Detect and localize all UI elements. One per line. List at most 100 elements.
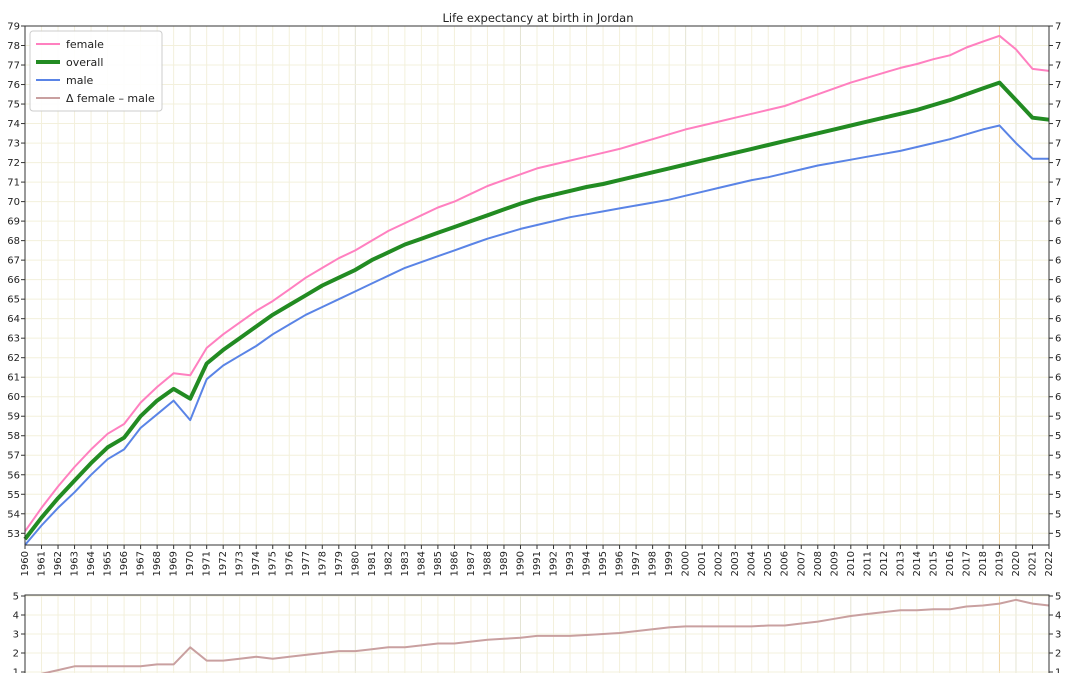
y-tick-label: 79 (7, 22, 20, 33)
y-tick-label-right: 3 (1055, 630, 1061, 641)
y-tick-label-right: 7 (1055, 100, 1061, 111)
x-tick-label: 2005 (763, 551, 774, 576)
y-tick-label-right: 7 (1055, 197, 1061, 208)
x-tick-label: 2016 (945, 551, 956, 576)
chart-title: Life expectancy at birth in Jordan (442, 11, 633, 25)
y-tick-label: 1 (13, 668, 19, 674)
x-tick-label: 1990 (515, 551, 526, 576)
y-tick-label-right: 6 (1055, 256, 1061, 267)
x-tick-label: 2014 (912, 551, 923, 576)
series-line-male (24, 124, 1049, 546)
x-tick-label: 1994 (582, 551, 593, 576)
y-tick-label: 64 (7, 314, 20, 325)
x-tick-label: 2010 (846, 551, 857, 576)
y-tick-label: 5 (13, 592, 19, 603)
y-tick-label-right: 5 (1055, 490, 1061, 501)
y-tick-label: 78 (7, 41, 20, 52)
y-tick-label: 60 (7, 392, 20, 403)
main-axes-frame (24, 25, 1050, 546)
y-tick-label: 3 (13, 630, 19, 641)
x-tick-label: 1975 (268, 551, 279, 576)
y-tick-label: 69 (7, 217, 20, 228)
x-tick-label: 1993 (565, 551, 576, 576)
y-tick-label-right: 7 (1055, 178, 1061, 189)
x-tick-label: 2002 (714, 551, 725, 576)
y-tick-label-right: 6 (1055, 392, 1061, 403)
x-tick-label: 1979 (334, 551, 345, 576)
x-tick-label: 1985 (433, 551, 444, 576)
y-tick-label: 72 (7, 158, 20, 169)
x-tick-label: 1963 (70, 551, 81, 576)
legend-label: female (66, 38, 104, 51)
x-tick-label: 1967 (136, 551, 147, 576)
x-tick-label: 2003 (730, 551, 741, 576)
x-tick-label: 2011 (862, 551, 873, 576)
x-tick-label: 1981 (367, 551, 378, 576)
x-tick-label: 1984 (416, 551, 427, 576)
x-tick-label: 1966 (119, 551, 130, 576)
x-tick-label: 1988 (482, 551, 493, 576)
x-tick-label: 1968 (152, 551, 163, 576)
y-tick-label-right: 6 (1055, 373, 1061, 384)
x-tick-label: 1999 (664, 551, 675, 576)
y-tick-label: 74 (7, 119, 20, 130)
y-tick-label-right: 7 (1055, 139, 1061, 150)
y-tick-label: 76 (7, 80, 20, 91)
x-tick-label: 2022 (1044, 551, 1055, 576)
y-tick-label: 2 (13, 649, 19, 660)
x-tick-label: 2012 (879, 551, 890, 576)
y-tick-label-right: 6 (1055, 275, 1061, 286)
legend-box (29, 30, 163, 112)
x-tick-label: 2017 (961, 551, 972, 576)
x-tick-label: 2021 (1027, 551, 1038, 576)
x-tick-label: 1978 (317, 551, 328, 576)
x-tick-label: 1969 (169, 551, 180, 576)
x-tick-label: 1986 (449, 551, 460, 576)
legend: female overall male Δ female – male (29, 30, 163, 112)
y-tick-label: 75 (7, 100, 20, 111)
y-tick-label-right: 7 (1055, 119, 1061, 130)
x-tick-label: 1995 (598, 551, 609, 576)
x-tick-label: 1976 (284, 551, 295, 576)
x-tick-label: 2004 (747, 551, 758, 576)
x-tick-label: 2015 (928, 551, 939, 576)
y-tick-label: 71 (7, 178, 20, 189)
x-tick-label: 1983 (400, 551, 411, 576)
y-tick-label-right: 5 (1055, 412, 1061, 423)
y-tick-label-right: 7 (1055, 80, 1061, 91)
legend-label: Δ female – male (66, 92, 155, 105)
x-tick-label: 1960 (20, 551, 31, 576)
y-tick-label: 55 (7, 490, 20, 501)
x-tick-label: 2006 (780, 551, 791, 576)
y-tick-label: 62 (7, 353, 20, 364)
y-tick-label: 73 (7, 139, 20, 150)
y-tick-label-right: 1 (1055, 668, 1061, 674)
x-tick-label: 1998 (648, 551, 659, 576)
y-tick-label: 57 (7, 451, 20, 462)
x-tick-label: 1972 (218, 551, 229, 576)
x-tick-label: 2000 (681, 551, 692, 576)
y-tick-label: 4 (13, 611, 19, 622)
y-tick-label: 67 (7, 256, 20, 267)
legend-label: overall (66, 56, 103, 69)
y-tick-label-right: 6 (1055, 353, 1061, 364)
sub-plot-lines (24, 598, 1050, 677)
x-tick-label: 1965 (103, 551, 114, 576)
y-tick-label: 65 (7, 295, 20, 306)
x-tick-label: 1974 (251, 551, 262, 576)
y-tick-label-right: 7 (1055, 61, 1061, 72)
y-tick-label-right: 4 (1055, 611, 1061, 622)
series-line-overall (23, 80, 1050, 541)
x-tick-label: 2013 (895, 551, 906, 576)
x-tick-label: 1961 (37, 551, 48, 576)
y-tick-label: 59 (7, 412, 20, 423)
y-tick-label-right: 5 (1055, 431, 1061, 442)
y-tick-label-right: 6 (1055, 217, 1061, 228)
y-tick-label-right: 5 (1055, 529, 1061, 540)
series-line-female (24, 34, 1050, 532)
y-tick-label: 68 (7, 236, 20, 247)
x-tick-label: 1970 (185, 551, 196, 576)
y-tick-label-right: 6 (1055, 295, 1061, 306)
y-tick-label: 61 (7, 373, 20, 384)
x-tick-label: 1991 (532, 551, 543, 576)
